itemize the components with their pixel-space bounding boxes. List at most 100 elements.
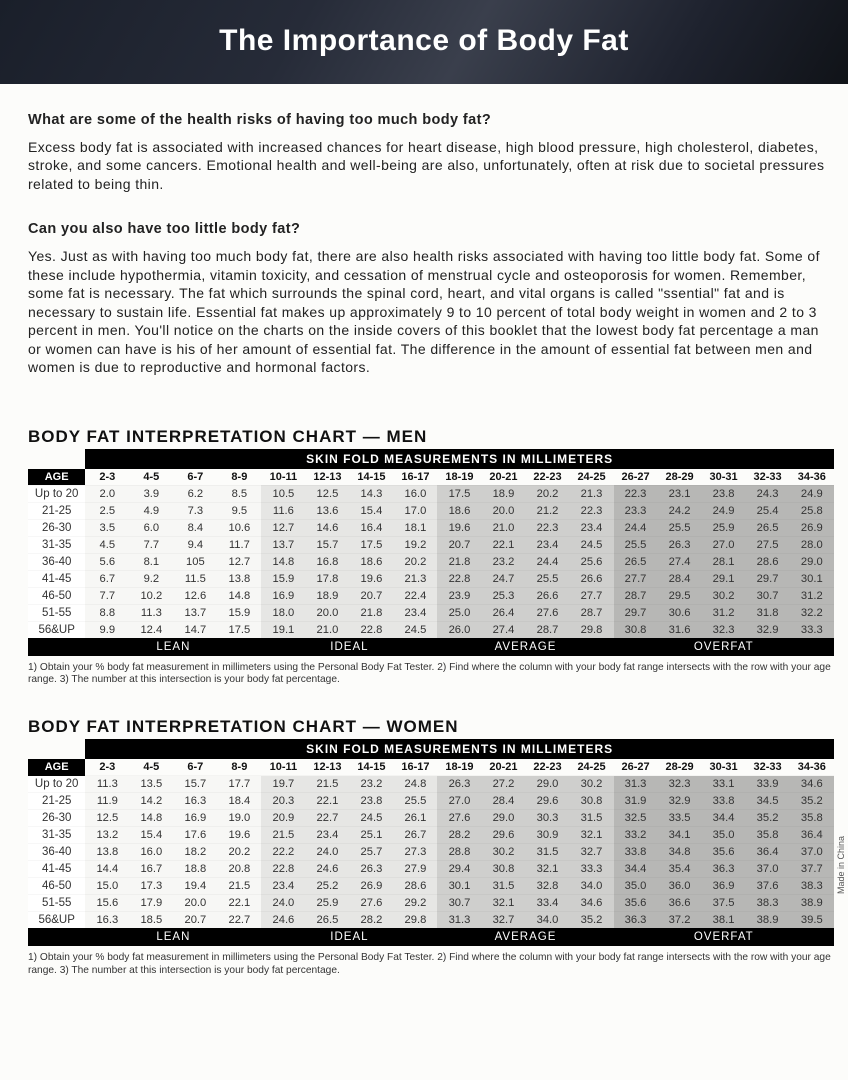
value-cell: 19.1 bbox=[261, 621, 305, 638]
value-cell: 20.0 bbox=[305, 604, 349, 621]
value-cell: 37.6 bbox=[746, 878, 790, 895]
value-cell: 24.3 bbox=[746, 485, 790, 502]
value-cell: 23.8 bbox=[349, 793, 393, 810]
value-cell: 22.7 bbox=[217, 912, 261, 929]
value-cell: 105 bbox=[173, 553, 217, 570]
value-cell: 14.4 bbox=[85, 861, 129, 878]
value-cell: 12.5 bbox=[85, 810, 129, 827]
value-cell: 32.9 bbox=[658, 793, 702, 810]
value-cell: 28.6 bbox=[746, 553, 790, 570]
value-cell: 21.8 bbox=[349, 604, 393, 621]
value-cell: 24.9 bbox=[790, 485, 834, 502]
skinfold-header: SKIN FOLD MEASUREMENTS IN MILLIMETERS bbox=[85, 739, 834, 759]
value-cell: 27.7 bbox=[570, 587, 614, 604]
range-header: 14-15 bbox=[349, 759, 393, 776]
value-cell: 24.4 bbox=[614, 519, 658, 536]
range-header: 28-29 bbox=[658, 469, 702, 486]
value-cell: 35.8 bbox=[790, 810, 834, 827]
value-cell: 18.9 bbox=[481, 485, 525, 502]
age-cell: Up to 20 bbox=[28, 776, 85, 793]
value-cell: 15.4 bbox=[129, 827, 173, 844]
age-cell: 41-45 bbox=[28, 861, 85, 878]
age-column-header: AGE bbox=[28, 759, 85, 776]
value-cell: 38.1 bbox=[702, 912, 746, 929]
value-cell: 20.7 bbox=[437, 536, 481, 553]
value-cell: 29.6 bbox=[481, 827, 525, 844]
value-cell: 37.5 bbox=[702, 895, 746, 912]
answer-2: Yes. Just as with having too much body f… bbox=[28, 247, 826, 376]
value-cell: 2.5 bbox=[85, 502, 129, 519]
value-cell: 21.0 bbox=[305, 621, 349, 638]
value-cell: 29.6 bbox=[525, 793, 569, 810]
value-cell: 28.4 bbox=[658, 570, 702, 587]
value-cell: 13.6 bbox=[305, 502, 349, 519]
value-cell: 33.8 bbox=[614, 844, 658, 861]
value-cell: 19.7 bbox=[261, 776, 305, 793]
range-header: 16-17 bbox=[393, 469, 437, 486]
value-cell: 35.4 bbox=[658, 861, 702, 878]
value-cell: 27.4 bbox=[658, 553, 702, 570]
range-header: 30-31 bbox=[702, 759, 746, 776]
range-header: 4-5 bbox=[129, 469, 173, 486]
value-cell: 30.1 bbox=[790, 570, 834, 587]
value-cell: 21.2 bbox=[525, 502, 569, 519]
value-cell: 36.6 bbox=[658, 895, 702, 912]
value-cell: 25.4 bbox=[746, 502, 790, 519]
range-header: 22-23 bbox=[525, 759, 569, 776]
value-cell: 37.2 bbox=[658, 912, 702, 929]
value-cell: 24.4 bbox=[525, 553, 569, 570]
value-cell: 29.8 bbox=[393, 912, 437, 929]
value-cell: 23.4 bbox=[393, 604, 437, 621]
range-header: 14-15 bbox=[349, 469, 393, 486]
value-cell: 30.7 bbox=[437, 895, 481, 912]
value-cell: 19.2 bbox=[393, 536, 437, 553]
value-cell: 23.3 bbox=[614, 502, 658, 519]
age-cell: 26-30 bbox=[28, 810, 85, 827]
range-header: 34-36 bbox=[790, 469, 834, 486]
value-cell: 10.2 bbox=[129, 587, 173, 604]
value-cell: 18.0 bbox=[261, 604, 305, 621]
value-cell: 35.2 bbox=[790, 793, 834, 810]
value-cell: 17.5 bbox=[437, 485, 481, 502]
made-in-label: Made in China bbox=[836, 836, 846, 894]
value-cell: 31.5 bbox=[481, 878, 525, 895]
value-cell: 12.7 bbox=[217, 553, 261, 570]
value-cell: 25.6 bbox=[570, 553, 614, 570]
value-cell: 30.2 bbox=[570, 776, 614, 793]
value-cell: 24.5 bbox=[393, 621, 437, 638]
value-cell: 20.2 bbox=[525, 485, 569, 502]
value-cell: 27.3 bbox=[393, 844, 437, 861]
value-cell: 15.7 bbox=[173, 776, 217, 793]
value-cell: 33.5 bbox=[658, 810, 702, 827]
value-cell: 21.3 bbox=[570, 485, 614, 502]
value-cell: 33.4 bbox=[525, 895, 569, 912]
value-cell: 16.7 bbox=[129, 861, 173, 878]
value-cell: 24.0 bbox=[305, 844, 349, 861]
value-cell: 29.8 bbox=[570, 621, 614, 638]
value-cell: 20.0 bbox=[173, 895, 217, 912]
value-cell: 25.5 bbox=[658, 519, 702, 536]
value-cell: 23.2 bbox=[481, 553, 525, 570]
value-cell: 33.3 bbox=[570, 861, 614, 878]
age-cell: 46-50 bbox=[28, 878, 85, 895]
value-cell: 16.9 bbox=[261, 587, 305, 604]
value-cell: 21.3 bbox=[393, 570, 437, 587]
range-header: 24-25 bbox=[570, 759, 614, 776]
value-cell: 30.9 bbox=[525, 827, 569, 844]
range-header: 12-13 bbox=[305, 469, 349, 486]
range-header: 32-33 bbox=[746, 469, 790, 486]
age-cell: 46-50 bbox=[28, 587, 85, 604]
value-cell: 24.8 bbox=[393, 776, 437, 793]
value-cell: 11.7 bbox=[217, 536, 261, 553]
value-cell: 23.8 bbox=[702, 485, 746, 502]
value-cell: 29.7 bbox=[746, 570, 790, 587]
value-cell: 30.8 bbox=[481, 861, 525, 878]
value-cell: 13.7 bbox=[173, 604, 217, 621]
value-cell: 31.2 bbox=[790, 587, 834, 604]
chart-notes-men: 1) Obtain your % body fat measurement in… bbox=[0, 656, 848, 706]
range-header: 8-9 bbox=[217, 469, 261, 486]
value-cell: 35.0 bbox=[702, 827, 746, 844]
value-cell: 17.5 bbox=[217, 621, 261, 638]
age-cell: 21-25 bbox=[28, 793, 85, 810]
value-cell: 24.7 bbox=[481, 570, 525, 587]
